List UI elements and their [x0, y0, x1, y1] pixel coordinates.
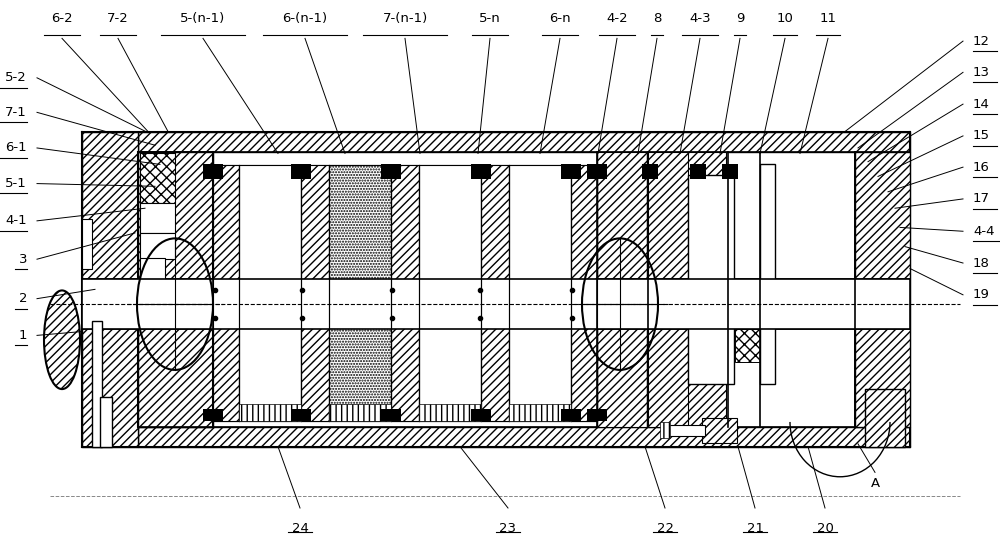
Bar — [597, 152, 647, 427]
Text: 12: 12 — [973, 35, 990, 48]
Text: 1: 1 — [18, 329, 27, 342]
Text: 11: 11 — [819, 12, 836, 25]
Text: 24: 24 — [292, 522, 308, 535]
Bar — [140, 153, 175, 203]
Text: 4-2: 4-2 — [606, 12, 628, 25]
Text: 7-(n-1): 7-(n-1) — [382, 12, 428, 25]
Bar — [571, 165, 597, 421]
Bar — [509, 404, 571, 421]
Bar — [82, 219, 92, 269]
Bar — [471, 409, 491, 421]
Text: 2: 2 — [18, 292, 27, 305]
Text: 6-2: 6-2 — [51, 12, 73, 25]
Bar — [642, 164, 658, 179]
Text: 22: 22 — [656, 522, 674, 535]
Bar — [138, 132, 910, 152]
Text: 13: 13 — [973, 66, 990, 79]
Bar — [688, 175, 734, 384]
Text: 6-1: 6-1 — [5, 141, 27, 155]
Bar — [561, 409, 581, 421]
Bar — [203, 409, 223, 421]
Bar — [587, 164, 607, 179]
Bar — [329, 165, 391, 421]
Bar — [381, 164, 401, 179]
Text: 5-(n-1): 5-(n-1) — [180, 12, 226, 25]
Bar — [100, 397, 112, 447]
Text: 5-n: 5-n — [479, 12, 501, 25]
Bar — [865, 389, 905, 447]
Text: 4-1: 4-1 — [5, 214, 27, 227]
Bar — [665, 425, 705, 436]
Bar — [855, 152, 910, 427]
Text: 5-2: 5-2 — [5, 71, 27, 84]
Bar — [587, 409, 607, 421]
Bar — [140, 258, 165, 279]
Text: 7-2: 7-2 — [107, 12, 129, 25]
Bar — [391, 165, 419, 421]
Bar — [239, 404, 301, 421]
Text: 15: 15 — [973, 129, 990, 142]
Bar — [92, 321, 102, 447]
Bar — [660, 422, 670, 438]
Bar — [82, 279, 910, 329]
Text: 17: 17 — [973, 192, 990, 206]
Text: 9: 9 — [736, 12, 744, 25]
Bar — [702, 418, 737, 443]
Bar — [471, 164, 491, 179]
Text: 4-3: 4-3 — [689, 12, 711, 25]
Text: 8: 8 — [653, 12, 661, 25]
Bar — [140, 203, 175, 233]
Text: 6-n: 6-n — [549, 12, 571, 25]
Text: 18: 18 — [973, 256, 990, 270]
Text: 5-1: 5-1 — [5, 177, 27, 190]
Text: A: A — [870, 477, 880, 490]
Bar — [138, 152, 213, 427]
Bar — [648, 152, 688, 427]
Bar — [722, 164, 738, 179]
Bar — [329, 404, 391, 421]
Bar — [760, 164, 775, 384]
Text: 19: 19 — [973, 288, 990, 301]
Bar — [690, 164, 706, 179]
Bar — [239, 165, 301, 421]
Text: 14: 14 — [973, 98, 990, 111]
Text: 10: 10 — [777, 12, 793, 25]
Bar — [138, 427, 910, 447]
Text: 3: 3 — [18, 253, 27, 266]
Bar — [140, 233, 175, 259]
Bar — [291, 409, 311, 421]
Bar — [301, 165, 329, 421]
Text: 6-(n-1): 6-(n-1) — [282, 12, 328, 25]
Text: 23: 23 — [500, 522, 516, 535]
Bar — [481, 165, 509, 421]
Bar — [82, 279, 910, 329]
Bar — [509, 165, 571, 421]
Bar — [695, 197, 727, 362]
Bar — [381, 409, 401, 421]
Bar — [213, 165, 239, 421]
Bar — [203, 164, 223, 179]
Bar — [419, 404, 481, 421]
Bar — [561, 164, 581, 179]
Text: 20: 20 — [817, 522, 833, 535]
Text: 16: 16 — [973, 161, 990, 174]
Text: 4-4: 4-4 — [973, 225, 994, 238]
Bar — [419, 165, 481, 421]
Bar — [82, 132, 138, 447]
Bar — [735, 329, 760, 362]
Bar — [291, 164, 311, 179]
Bar — [648, 152, 726, 427]
Text: 21: 21 — [746, 522, 764, 535]
Text: 7-1: 7-1 — [5, 106, 27, 119]
